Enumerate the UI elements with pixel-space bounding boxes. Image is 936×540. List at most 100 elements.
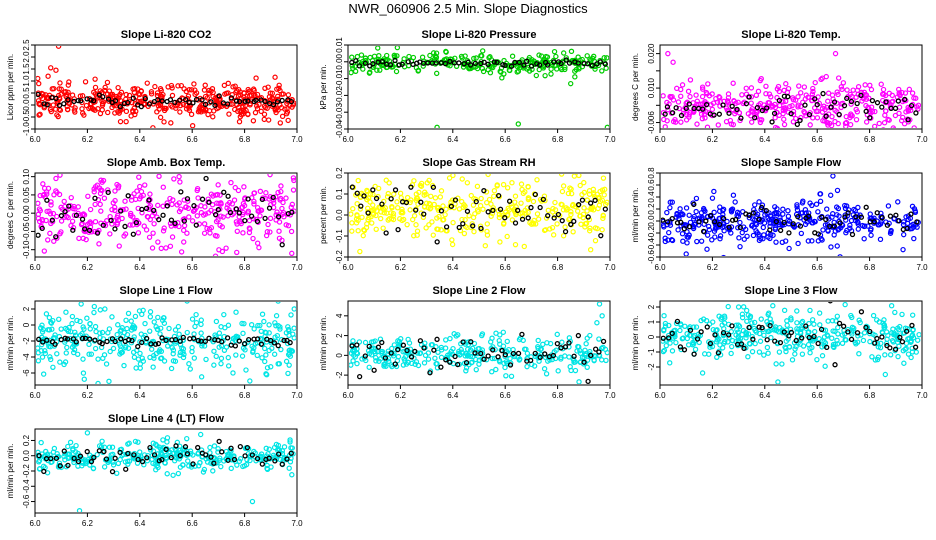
data-point xyxy=(829,335,835,341)
x-tick-label: 6.4 xyxy=(134,519,146,528)
data-point xyxy=(186,214,192,220)
data-point xyxy=(504,233,510,240)
reference-point xyxy=(91,454,97,461)
data-point xyxy=(275,446,281,452)
chart-panel-5: Slope Gas Stream RH6.0 6.2 6.4 6.6 6.8 7.0-0.… xyxy=(319,157,616,272)
data-point xyxy=(251,345,257,351)
data-point xyxy=(825,333,831,339)
data-point xyxy=(773,361,779,367)
data-point xyxy=(468,192,474,199)
data-point xyxy=(388,216,395,222)
data-point xyxy=(474,183,481,190)
data-point xyxy=(106,378,112,384)
data-point xyxy=(430,232,436,238)
data-point xyxy=(829,113,835,120)
data-point xyxy=(435,207,442,214)
data-point xyxy=(275,189,281,196)
data-point xyxy=(907,339,914,345)
reference-point xyxy=(253,97,259,103)
reference-point xyxy=(545,213,551,219)
data-point xyxy=(46,343,52,350)
reference-point xyxy=(781,329,787,335)
data-point xyxy=(855,333,861,339)
reference-point xyxy=(96,448,103,454)
reference-point xyxy=(203,175,209,182)
data-point xyxy=(677,327,683,334)
data-point xyxy=(197,431,204,438)
data-point xyxy=(835,75,842,81)
data-point xyxy=(542,72,548,79)
data-point xyxy=(817,322,823,328)
reference-point xyxy=(521,62,527,68)
data-point xyxy=(810,85,816,92)
reference-point xyxy=(438,208,445,214)
reference-point xyxy=(472,60,478,67)
data-point xyxy=(180,346,187,352)
data-point xyxy=(91,186,97,192)
data-point xyxy=(258,108,264,115)
data-point xyxy=(469,221,475,227)
data-point xyxy=(188,111,195,118)
data-point xyxy=(756,330,763,337)
reference-point xyxy=(190,100,196,106)
data-point xyxy=(36,215,42,222)
data-point xyxy=(375,46,381,51)
data-point xyxy=(56,86,62,92)
data-point xyxy=(725,303,731,310)
data-point xyxy=(110,462,117,468)
reference-point xyxy=(558,345,564,351)
reference-point xyxy=(914,219,920,225)
data-point xyxy=(855,204,861,211)
data-point xyxy=(895,353,901,360)
data-point xyxy=(528,221,535,227)
data-point xyxy=(191,355,198,361)
data-point xyxy=(44,266,48,270)
data-point xyxy=(782,105,788,111)
data-point xyxy=(795,94,801,100)
reference-point xyxy=(442,60,449,67)
reference-point xyxy=(795,214,801,220)
x-tick-label: 6.8 xyxy=(864,391,876,400)
data-point xyxy=(148,89,155,95)
reference-point xyxy=(540,196,546,203)
outlier-point xyxy=(53,175,59,182)
reference-point xyxy=(729,323,735,329)
reference-point xyxy=(112,455,118,461)
data-point xyxy=(77,318,83,325)
reference-point xyxy=(452,197,459,203)
reference-point xyxy=(105,96,112,102)
reference-point xyxy=(144,335,150,342)
data-point xyxy=(698,238,705,244)
data-point xyxy=(357,248,363,255)
data-point xyxy=(669,129,673,133)
data-point xyxy=(86,341,92,348)
data-point xyxy=(822,363,828,369)
data-point xyxy=(180,462,186,468)
data-point xyxy=(213,460,219,466)
data-point xyxy=(781,121,788,128)
reference-point xyxy=(849,231,856,238)
reference-point xyxy=(472,350,478,356)
data-point xyxy=(877,236,884,243)
data-point xyxy=(730,192,737,198)
reference-point xyxy=(242,98,248,104)
y-tick-label: 0.05 xyxy=(22,187,31,203)
data-point xyxy=(36,358,42,364)
reference-point xyxy=(64,336,71,342)
data-point xyxy=(771,210,778,217)
data-point xyxy=(501,71,507,77)
reference-point xyxy=(236,98,243,105)
x-tick-label: 6.4 xyxy=(134,135,146,144)
reference-point xyxy=(361,193,367,199)
data-point xyxy=(728,350,734,357)
reference-point xyxy=(163,337,169,343)
data-point xyxy=(500,181,507,188)
reference-point xyxy=(167,97,174,103)
data-point xyxy=(517,356,523,362)
data-point xyxy=(160,184,166,190)
data-point xyxy=(405,336,411,343)
data-point xyxy=(545,207,552,214)
data-point xyxy=(835,205,842,212)
data-point xyxy=(286,362,292,368)
reference-point xyxy=(400,342,407,348)
